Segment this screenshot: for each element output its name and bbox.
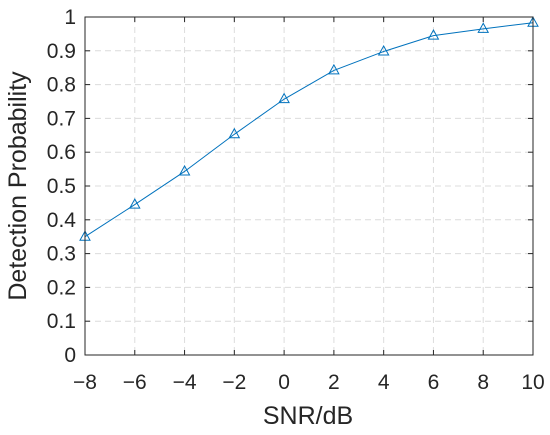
x-tick-label: 0	[278, 371, 290, 394]
y-tick-label: 1	[64, 6, 76, 29]
y-axis-label: Detection Probability	[4, 71, 32, 301]
triangle-marker	[427, 29, 440, 40]
triangle-marker	[228, 127, 241, 139]
triangle-marker	[328, 63, 340, 75]
axis-ticks: −8 −6 −4 −2 0 2 4 6 8 10 0 0.1 0.2 0.3 0.4 0.5 0.6 0.7 0.8…	[47, 6, 545, 394]
y-tick-label: 0.4	[47, 209, 77, 232]
y-tick-label: 0.5	[47, 175, 76, 198]
x-tick-label: 10	[521, 371, 544, 394]
y-tick-label: 0.9	[47, 40, 76, 63]
y-tick-label: 0	[64, 344, 76, 367]
x-tick-label: 2	[328, 371, 340, 394]
y-tick-label: 0.6	[47, 141, 76, 164]
triangle-marker	[178, 164, 191, 176]
x-tick-label: −4	[173, 371, 197, 394]
x-tick-label: −8	[73, 371, 97, 394]
triangle-marker	[377, 44, 390, 56]
y-tick-label: 0.7	[47, 107, 76, 130]
x-tick-label: 8	[477, 371, 489, 394]
y-tick-label: 0.1	[47, 310, 76, 333]
x-tick-label: −6	[123, 371, 147, 394]
triangle-marker	[278, 92, 290, 104]
x-tick-label: 6	[428, 371, 440, 394]
x-tick-label: 4	[378, 371, 390, 394]
triangle-marker	[128, 198, 141, 209]
x-tick-label: −2	[222, 371, 246, 394]
triangle-marker	[477, 22, 490, 33]
y-tick-label: 0.2	[47, 276, 76, 299]
x-axis-label: SNR/dB	[263, 402, 353, 430]
series-line	[84, 22, 534, 238]
y-tick-label: 0.3	[47, 243, 76, 266]
y-tick-label: 0.8	[47, 74, 76, 97]
data-series	[79, 16, 539, 241]
